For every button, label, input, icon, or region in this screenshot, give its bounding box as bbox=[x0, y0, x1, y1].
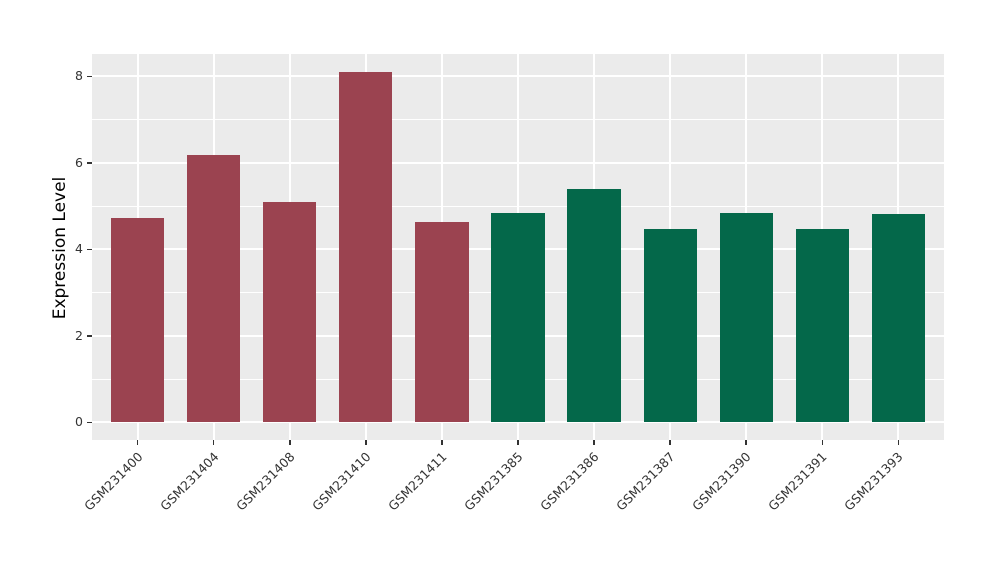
x-tick-mark-GSM231393 bbox=[897, 440, 900, 445]
x-tick-label-GSM231410: GSM231410 bbox=[309, 449, 374, 514]
x-tick-label-GSM231404: GSM231404 bbox=[156, 449, 222, 514]
bar-GSM231390 bbox=[719, 212, 773, 423]
x-tick-label-GSM231393: GSM231393 bbox=[841, 449, 906, 514]
x-tick-mark-GSM231411 bbox=[441, 440, 443, 445]
y-tick-mark-6 bbox=[87, 162, 92, 164]
x-tick-label-GSM231385: GSM231385 bbox=[461, 449, 526, 514]
y-tick-mark-8 bbox=[87, 75, 92, 78]
y-tick-mark-2 bbox=[87, 335, 92, 337]
x-tick-mark-GSM231386 bbox=[593, 440, 595, 445]
bar-GSM231386 bbox=[567, 188, 621, 423]
x-tick-label-GSM231387: GSM231387 bbox=[613, 449, 678, 514]
x-tick-mark-GSM231404 bbox=[212, 440, 215, 445]
y-tick-label-2: 2 bbox=[75, 327, 83, 343]
x-tick-label-GSM231390: GSM231390 bbox=[689, 449, 754, 514]
x-tick-mark-GSM231400 bbox=[136, 440, 139, 445]
bar-GSM231410 bbox=[339, 71, 393, 423]
y-tick-mark-4 bbox=[87, 248, 92, 251]
x-tick-mark-GSM231385 bbox=[517, 440, 519, 445]
plot-panel bbox=[92, 54, 944, 440]
bar-GSM231404 bbox=[187, 154, 241, 423]
x-tick-label-GSM231411: GSM231411 bbox=[385, 449, 450, 514]
bar-GSM231391 bbox=[795, 229, 849, 423]
y-tick-label-4: 4 bbox=[75, 241, 83, 257]
y-tick-label-8: 8 bbox=[75, 68, 83, 84]
bar-GSM231400 bbox=[111, 217, 165, 423]
x-tick-mark-GSM231391 bbox=[821, 440, 824, 445]
bar-GSM231393 bbox=[871, 213, 925, 423]
x-tick-mark-GSM231408 bbox=[289, 440, 291, 445]
y-tick-label-0: 0 bbox=[75, 414, 83, 430]
bar-GSM231387 bbox=[643, 229, 697, 423]
x-tick-label-GSM231386: GSM231386 bbox=[537, 449, 602, 514]
x-tick-mark-GSM231410 bbox=[365, 440, 367, 445]
bar-GSM231411 bbox=[415, 221, 469, 423]
x-tick-label-GSM231391: GSM231391 bbox=[765, 449, 830, 514]
bar-GSM231385 bbox=[491, 212, 545, 423]
bar-GSM231408 bbox=[263, 201, 317, 423]
y-tick-label-6: 6 bbox=[75, 154, 83, 170]
x-tick-mark-GSM231390 bbox=[745, 440, 747, 445]
x-tick-label-GSM231400: GSM231400 bbox=[80, 449, 146, 514]
x-tick-label-GSM231408: GSM231408 bbox=[232, 449, 298, 514]
y-tick-mark-0 bbox=[87, 421, 92, 424]
x-tick-mark-GSM231387 bbox=[669, 440, 671, 445]
